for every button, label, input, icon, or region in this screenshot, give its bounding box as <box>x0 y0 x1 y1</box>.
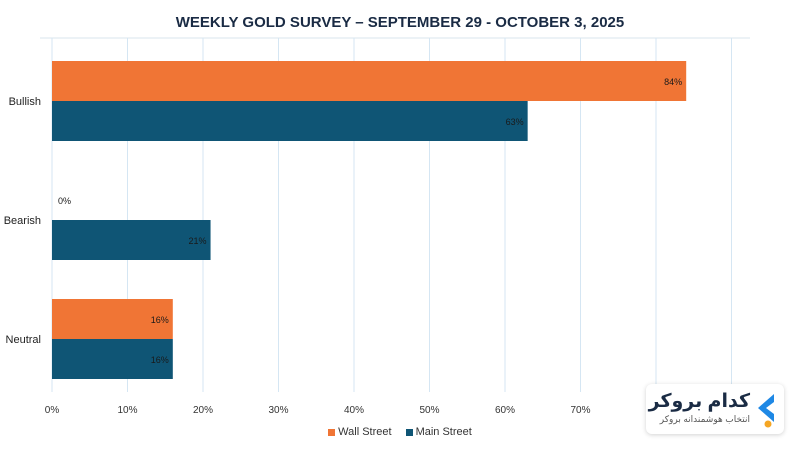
x-tick-label: 70% <box>570 405 590 416</box>
broker-logo: کدام بروکر انتخاب هوشمندانه بروکر <box>646 384 784 434</box>
bar-main-street <box>52 101 528 141</box>
x-tick-label: 20% <box>193 405 213 416</box>
legend-item-wall-street: Wall Street <box>328 426 392 438</box>
data-label: 16% <box>151 315 169 325</box>
legend: Wall Street Main Street <box>0 426 800 438</box>
data-label: 16% <box>151 355 169 365</box>
x-tick-label: 60% <box>495 405 515 416</box>
category-label: Neutral <box>6 334 41 346</box>
category-label: Bearish <box>4 215 41 227</box>
x-tick-label: 50% <box>419 405 439 416</box>
x-tick-label: 40% <box>344 405 364 416</box>
chevron-left-icon <box>758 394 774 428</box>
legend-swatch-wall-street <box>328 428 336 436</box>
bar-wall-street <box>52 61 687 101</box>
legend-swatch-main-street <box>405 428 413 436</box>
x-tick-label: 10% <box>117 405 137 416</box>
x-tick-label: 0% <box>45 405 60 416</box>
chart-title: WEEKLY GOLD SURVEY – SEPTEMBER 29 - OCTO… <box>175 14 625 31</box>
bar-main-street <box>52 339 173 379</box>
bar-main-street <box>52 220 211 260</box>
x-tick-label: 30% <box>268 405 288 416</box>
bar-wall-street <box>52 299 173 339</box>
data-label: 21% <box>189 236 207 246</box>
category-label: Bullish <box>9 96 41 108</box>
data-label: 84% <box>664 77 682 87</box>
legend-item-main-street: Main Street <box>405 426 472 438</box>
legend-label-main-street: Main Street <box>415 426 472 438</box>
logo-tagline: انتخاب هوشمندانه بروکر <box>659 414 750 424</box>
data-label: 0% <box>58 196 71 206</box>
logo-name: کدام بروکر <box>648 391 750 412</box>
legend-label-wall-street: Wall Street <box>338 426 392 438</box>
data-label: 63% <box>506 117 524 127</box>
